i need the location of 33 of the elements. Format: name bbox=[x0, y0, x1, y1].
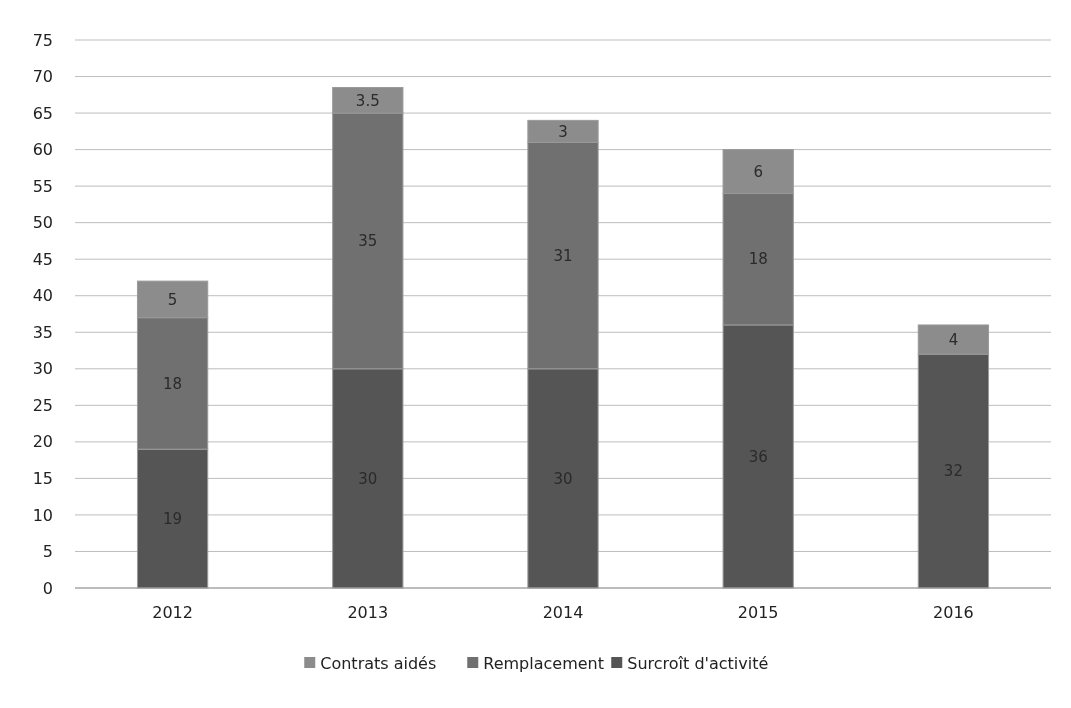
y-tick-label: 65 bbox=[32, 103, 53, 123]
x-tick-label: 2014 bbox=[542, 603, 584, 622]
y-tick-label: 35 bbox=[32, 322, 53, 342]
data-label: 31 bbox=[553, 246, 573, 265]
y-tick-label: 70 bbox=[32, 67, 53, 87]
y-tick-label: 0 bbox=[42, 578, 53, 598]
y-tick-label: 20 bbox=[32, 432, 53, 452]
data-label: 6 bbox=[753, 162, 763, 181]
legend-label: Surcroît d'activité bbox=[627, 653, 769, 673]
y-tick-label: 15 bbox=[32, 469, 53, 488]
y-tick-label: 55 bbox=[32, 176, 53, 196]
y-tick-label: 50 bbox=[32, 213, 53, 233]
y-tick-label: 25 bbox=[32, 395, 53, 415]
data-label: 3 bbox=[558, 122, 568, 141]
legend-label: Contrats aidés bbox=[320, 653, 437, 673]
y-tick-label: 10 bbox=[32, 505, 53, 525]
data-label: 35 bbox=[358, 232, 378, 251]
y-tick-label: 5 bbox=[42, 542, 53, 562]
y-tick-label: 30 bbox=[32, 359, 53, 379]
legend-label: Remplacement bbox=[483, 653, 604, 673]
y-tick-label: 40 bbox=[32, 286, 53, 306]
data-label: 3.5 bbox=[355, 91, 380, 110]
data-label: 18 bbox=[163, 374, 183, 393]
x-tick-label: 2016 bbox=[933, 603, 974, 622]
data-label: 5 bbox=[167, 290, 178, 309]
data-label: 4 bbox=[948, 330, 959, 349]
x-tick-label: 2012 bbox=[152, 603, 193, 622]
data-label: 18 bbox=[748, 250, 768, 269]
x-tick-label: 2015 bbox=[737, 603, 779, 622]
x-tick-label: 2013 bbox=[347, 603, 389, 622]
y-tick-label: 45 bbox=[32, 249, 53, 269]
y-tick-label: 75 bbox=[32, 30, 53, 50]
y-tick-label: 60 bbox=[32, 140, 53, 160]
